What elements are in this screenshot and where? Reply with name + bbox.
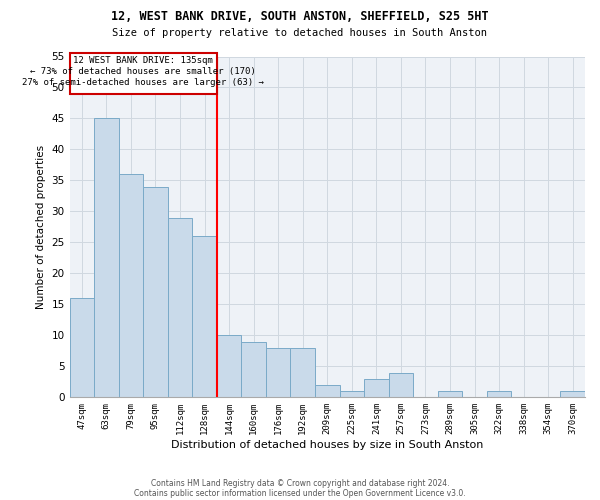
Bar xyxy=(70,298,94,398)
Bar xyxy=(167,218,192,398)
Text: ← 73% of detached houses are smaller (170): ← 73% of detached houses are smaller (17… xyxy=(30,67,256,76)
Bar xyxy=(217,336,241,398)
Text: 12, WEST BANK DRIVE, SOUTH ANSTON, SHEFFIELD, S25 5HT: 12, WEST BANK DRIVE, SOUTH ANSTON, SHEFF… xyxy=(111,10,489,23)
Bar xyxy=(266,348,290,398)
Text: Size of property relative to detached houses in South Anston: Size of property relative to detached ho… xyxy=(113,28,487,38)
X-axis label: Distribution of detached houses by size in South Anston: Distribution of detached houses by size … xyxy=(171,440,484,450)
Text: Contains HM Land Registry data © Crown copyright and database right 2024.: Contains HM Land Registry data © Crown c… xyxy=(151,478,449,488)
Bar xyxy=(94,118,119,398)
Bar xyxy=(340,391,364,398)
Bar xyxy=(438,391,462,398)
Bar xyxy=(119,174,143,398)
Bar xyxy=(315,385,340,398)
Bar xyxy=(70,54,217,94)
Bar xyxy=(192,236,217,398)
Bar xyxy=(290,348,315,398)
Bar xyxy=(389,372,413,398)
Bar xyxy=(364,378,389,398)
Bar xyxy=(487,391,511,398)
Bar xyxy=(241,342,266,398)
Bar xyxy=(560,391,585,398)
Bar xyxy=(143,186,167,398)
Text: Contains public sector information licensed under the Open Government Licence v3: Contains public sector information licen… xyxy=(134,488,466,498)
Y-axis label: Number of detached properties: Number of detached properties xyxy=(36,145,46,309)
Text: 12 WEST BANK DRIVE: 135sqm: 12 WEST BANK DRIVE: 135sqm xyxy=(73,56,213,65)
Text: 27% of semi-detached houses are larger (63) →: 27% of semi-detached houses are larger (… xyxy=(22,78,264,87)
